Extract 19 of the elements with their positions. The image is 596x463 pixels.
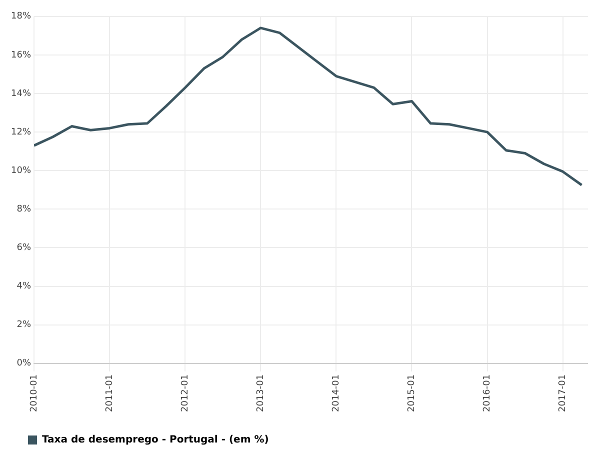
x-tick-label: 2015-01 xyxy=(407,374,418,412)
y-tick-label: 16% xyxy=(10,50,32,60)
x-tick-label: 2017-01 xyxy=(558,374,568,412)
y-tick-label: 6% xyxy=(16,243,32,254)
y-tick-label: 18% xyxy=(10,12,32,22)
y-tick-label: 0% xyxy=(16,358,32,369)
y-tick-label: 14% xyxy=(10,88,32,99)
x-tick-label: 2016-01 xyxy=(482,374,493,412)
x-tick-label: 2013-01 xyxy=(256,374,266,412)
y-tick-label: 12% xyxy=(10,127,32,138)
x-tick-label: 2010-01 xyxy=(29,374,40,412)
x-tick-label: 2014-01 xyxy=(332,374,342,412)
legend-label: Taxa de desemprego - Portugal - (em %) xyxy=(42,434,269,446)
y-tick-label: 10% xyxy=(10,166,32,176)
x-tick-label: 2012-01 xyxy=(180,374,190,412)
y-tick-label: 2% xyxy=(16,320,32,330)
y-tick-label: 8% xyxy=(16,204,32,215)
x-tick-label: 2011-01 xyxy=(104,374,115,412)
y-tick-label: 4% xyxy=(16,282,32,292)
